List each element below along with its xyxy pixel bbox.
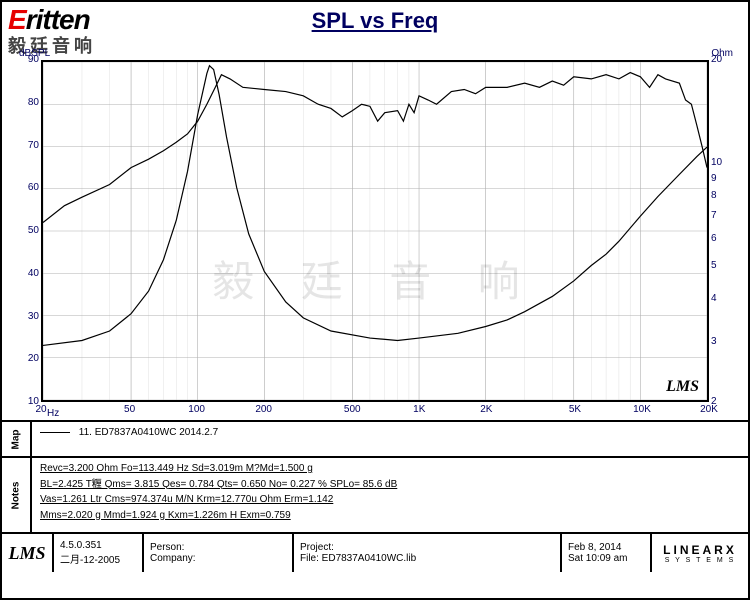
map-content: 11. ED7837A0410WC 2014.2.7: [32, 422, 748, 456]
notes-content: Revc=3.200 Ohm Fo=113.449 Hz Sd=3.019m M…: [32, 458, 748, 532]
curves: [43, 62, 707, 400]
footer-datetime: Feb 8, 2014 Sat 10:09 am: [562, 534, 652, 572]
footer-person-company: Person: Company:: [144, 534, 294, 572]
notes-panel: Notes Revc=3.200 Ohm Fo=113.449 Hz Sd=3.…: [2, 456, 748, 532]
header: Eritten 毅廷音响 SPL vs Freq: [2, 2, 748, 50]
footer-lms: LMS: [2, 534, 54, 572]
notes-side-label: Notes: [2, 458, 32, 532]
chart-title: SPL vs Freq: [2, 8, 748, 34]
chart: dBSPL Ohm Hz 毅 廷 音 响 LMS 102030405060708…: [15, 50, 735, 420]
plot-area: 毅 廷 音 响 LMS: [41, 60, 709, 402]
legend-line-icon: [40, 432, 70, 433]
map-side-label: Map: [2, 422, 32, 456]
legend-text: 11. ED7837A0410WC 2014.2.7: [79, 427, 218, 438]
footer-linearx: LINEARX S Y S T E M S: [652, 534, 748, 572]
footer: LMS 4.5.0.351 二月-12-2005 Person: Company…: [2, 532, 748, 572]
x-unit: Hz: [47, 408, 59, 419]
page: Eritten 毅廷音响 SPL vs Freq dBSPL Ohm Hz 毅 …: [0, 0, 750, 600]
footer-version: 4.5.0.351 二月-12-2005: [54, 534, 144, 572]
lms-corner-tag: LMS: [666, 378, 699, 396]
map-panel: Map 11. ED7837A0410WC 2014.2.7: [2, 420, 748, 456]
footer-project-file: Project: File: ED7837A0410WC.lib: [294, 534, 562, 572]
